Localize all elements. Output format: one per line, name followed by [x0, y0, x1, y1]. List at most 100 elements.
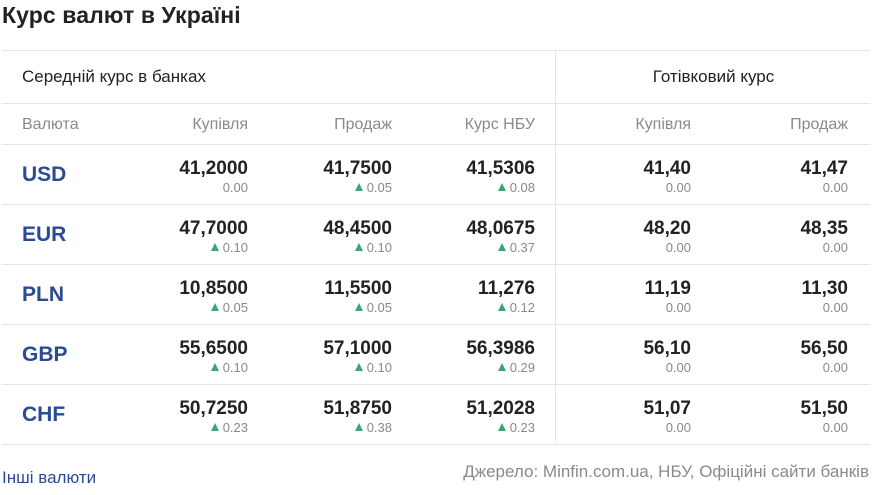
cash-sell-change: 0.00 [802, 300, 848, 316]
bank-sell-value: 51,8750 [323, 398, 392, 419]
bank-buy-value: 41,2000 [179, 158, 248, 179]
nbu-rate-value: 41,5306 [466, 158, 535, 179]
change-value: 0.00 [822, 240, 848, 255]
cash-buy-value: 11,19 [644, 278, 692, 299]
nbu-rate-change: 0.08 [466, 180, 535, 196]
cash-sell-cell: 11,30 0.00 [802, 278, 849, 316]
col-currency: Валюта [22, 116, 79, 133]
bank-sell-value: 48,4500 [323, 218, 392, 239]
nbu-rate-change: 0.12 [478, 300, 535, 316]
bank-sell-change: 0.38 [323, 420, 392, 436]
up-arrow-icon [354, 363, 363, 371]
table-row: EUR 47,7000 0.10 48,4500 0.10 48,0675 0.37 48,2… [2, 205, 870, 265]
nbu-rate-cell: 48,0675 0.37 [466, 218, 535, 256]
change-value: 0.37 [509, 240, 535, 255]
cash-sell-change: 0.00 [800, 420, 848, 436]
change-value: 0.00 [822, 360, 848, 375]
exchange-rate-table: Середній курс в банках Готівковий курс В… [2, 50, 870, 445]
bank-sell-value: 41,7500 [323, 158, 392, 179]
nbu-rate-change: 0.29 [466, 360, 535, 376]
change-value: 0.29 [509, 360, 535, 375]
cash-sell-value: 41,47 [800, 158, 848, 179]
cash-sell-cell: 56,50 0.00 [800, 338, 848, 376]
change-value: 0.00 [822, 180, 848, 195]
bank-sell-change: 0.10 [323, 240, 392, 256]
change-value: 0.38 [366, 420, 392, 435]
nbu-rate-value: 56,3986 [466, 338, 535, 359]
bank-buy-value: 55,6500 [179, 338, 248, 359]
nbu-rate-change: 0.23 [466, 420, 535, 436]
up-arrow-icon [497, 243, 506, 251]
cash-buy-change: 0.00 [643, 240, 691, 256]
nbu-rate-value: 11,276 [477, 278, 535, 299]
bank-sell-value: 11,5500 [324, 278, 392, 299]
change-value: 0.00 [665, 420, 691, 435]
column-divider [555, 50, 556, 442]
nbu-rate-cell: 41,5306 0.08 [466, 158, 535, 196]
cash-sell-value: 11,30 [801, 278, 849, 299]
nbu-rate-cell: 56,3986 0.29 [466, 338, 535, 376]
change-value: 0.10 [366, 240, 392, 255]
bank-sell-change: 0.05 [323, 180, 392, 196]
col-bank-sell: Продаж [334, 116, 392, 133]
table-row: CHF 50,7250 0.23 51,8750 0.38 51,2028 0.23 51,0… [2, 385, 870, 445]
up-arrow-icon [497, 363, 506, 371]
nbu-rate-change: 0.37 [466, 240, 535, 256]
bank-buy-cell: 47,7000 0.10 [179, 218, 248, 256]
cash-sell-cell: 51,50 0.00 [800, 398, 848, 436]
cash-buy-change: 0.00 [643, 180, 691, 196]
cash-buy-value: 51,07 [643, 398, 691, 419]
cash-buy-cell: 51,07 0.00 [643, 398, 691, 436]
col-cash-buy: Купівля [635, 116, 691, 133]
col-nbu-rate: Курс НБУ [464, 116, 535, 133]
change-value: 0.23 [509, 420, 535, 435]
cash-buy-cell: 48,20 0.00 [643, 218, 691, 256]
nbu-rate-value: 48,0675 [466, 218, 535, 239]
bank-buy-cell: 50,7250 0.23 [179, 398, 248, 436]
table-group-header: Середній курс в банках Готівковий курс [2, 50, 870, 104]
cash-sell-value: 56,50 [800, 338, 848, 359]
currency-code-link[interactable]: EUR [22, 223, 67, 246]
currency-code-link[interactable]: PLN [22, 283, 64, 306]
up-arrow-icon [354, 303, 363, 311]
change-value: 0.10 [366, 360, 392, 375]
currency-code-link[interactable]: USD [22, 163, 67, 186]
bank-buy-change: 0.00 [179, 180, 248, 196]
source-note: Джерело: Minfin.com.ua, НБУ, Офіційні са… [463, 462, 869, 481]
bank-buy-change: 0.23 [179, 420, 248, 436]
cash-sell-change: 0.00 [800, 180, 848, 196]
cash-rate-heading: Готівковий курс [652, 67, 775, 86]
up-arrow-icon [354, 243, 363, 251]
bank-sell-cell: 11,5500 0.05 [324, 278, 392, 316]
cash-sell-value: 51,50 [800, 398, 848, 419]
currency-code-link[interactable]: CHF [22, 403, 66, 426]
table-column-header: Валюта Купівля Продаж Курс НБУ Купівля П… [2, 104, 870, 145]
up-arrow-icon [210, 423, 219, 431]
change-value: 0.00 [665, 360, 691, 375]
cash-sell-cell: 41,47 0.00 [800, 158, 848, 196]
cash-buy-change: 0.00 [645, 300, 691, 316]
nbu-rate-value: 51,2028 [466, 398, 535, 419]
up-arrow-icon [210, 363, 219, 371]
table-row: GBP 55,6500 0.10 57,1000 0.10 56,3986 0.29 56,1… [2, 325, 870, 385]
cash-sell-change: 0.00 [800, 240, 848, 256]
change-value: 0.10 [222, 240, 248, 255]
change-value: 0.00 [665, 300, 691, 315]
other-currencies-link[interactable]: Інші валюти [2, 468, 97, 487]
change-value: 0.00 [822, 300, 848, 315]
change-value: 0.08 [509, 180, 535, 195]
up-arrow-icon [354, 183, 363, 191]
bank-sell-change: 0.10 [323, 360, 392, 376]
change-value: 0.05 [222, 300, 248, 315]
currency-code-link[interactable]: GBP [22, 343, 68, 366]
cash-buy-value: 48,20 [643, 218, 691, 239]
bank-sell-cell: 57,1000 0.10 [323, 338, 392, 376]
up-arrow-icon [497, 183, 506, 191]
page-title: Курс валют в Україні [2, 2, 241, 28]
col-bank-buy: Купівля [192, 116, 248, 133]
banks-average-heading: Середній курс в банках [22, 67, 206, 86]
nbu-rate-cell: 51,2028 0.23 [466, 398, 535, 436]
up-arrow-icon [354, 423, 363, 431]
bank-buy-cell: 10,8500 0.05 [179, 278, 248, 316]
bank-sell-cell: 48,4500 0.10 [323, 218, 392, 256]
